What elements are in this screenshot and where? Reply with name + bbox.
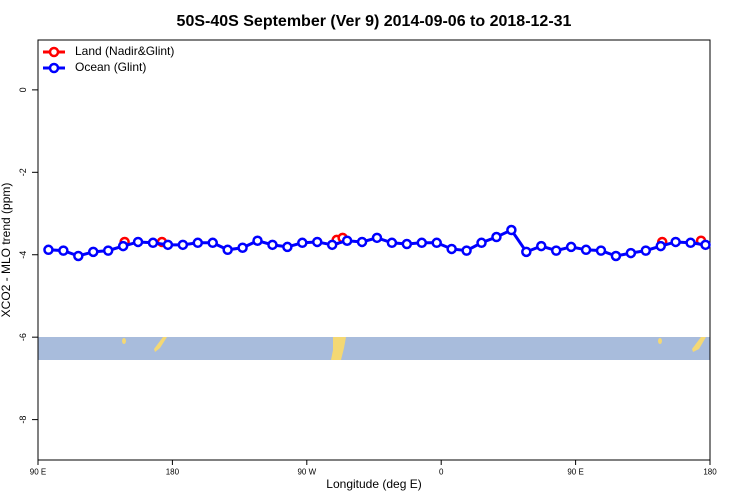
y-tick-label: -2	[18, 168, 28, 176]
point	[640, 245, 652, 256]
land-mask-band	[38, 337, 710, 360]
point	[237, 242, 248, 253]
point	[610, 250, 622, 262]
point	[356, 236, 368, 248]
y-tick-label: 0	[18, 87, 28, 92]
y-tick-label: -6	[18, 333, 28, 341]
point	[580, 244, 592, 256]
point	[401, 238, 413, 250]
x-tick-label: 0	[439, 468, 444, 477]
x-tick-label: 180	[166, 468, 180, 477]
point	[670, 236, 681, 248]
point	[222, 244, 233, 256]
point	[431, 237, 442, 249]
point	[43, 244, 54, 256]
point	[446, 243, 457, 255]
point	[655, 240, 666, 252]
y-tick-label: -8	[18, 416, 28, 424]
x-tick-label: 90 E	[567, 468, 583, 477]
point	[506, 224, 517, 236]
legend-label: Land (Nadir&Glint)	[75, 44, 174, 58]
point	[416, 237, 428, 249]
land-shapes	[122, 337, 706, 360]
x-tick-label: 90 W	[297, 468, 316, 477]
x-axis-label: Longitude (deg E)	[326, 477, 421, 491]
point	[88, 246, 99, 258]
point	[147, 237, 159, 249]
x-tick-label: 180	[703, 468, 717, 477]
point	[73, 250, 84, 262]
legend-label: Ocean (Glint)	[75, 60, 146, 74]
point	[58, 245, 69, 256]
point	[371, 232, 383, 244]
point	[312, 236, 323, 248]
legend-marker	[48, 62, 60, 74]
point	[521, 246, 532, 258]
point	[700, 239, 711, 251]
point	[536, 240, 547, 252]
point	[282, 241, 293, 253]
y-tick-label: -4	[18, 251, 28, 259]
point	[595, 245, 607, 256]
point	[102, 245, 114, 256]
point	[297, 237, 308, 249]
point	[491, 231, 502, 243]
point	[117, 240, 129, 252]
point	[461, 245, 472, 256]
point	[252, 235, 263, 246]
point	[550, 245, 562, 256]
point	[207, 237, 218, 249]
chart-title: 50S-40S September (Ver 9) 2014-09-06 to …	[177, 13, 572, 30]
point	[685, 237, 696, 249]
y-axis-label: XCO2 - MLO trend (ppm)	[0, 183, 13, 318]
point	[565, 241, 577, 253]
point	[341, 235, 353, 246]
point	[625, 247, 637, 259]
x-tick-label: 90 E	[30, 468, 46, 477]
point	[132, 236, 144, 248]
legend-marker	[48, 46, 60, 58]
point	[162, 239, 174, 251]
point	[192, 237, 204, 249]
point	[476, 237, 487, 249]
point	[386, 237, 398, 249]
point	[326, 239, 338, 251]
point	[177, 239, 189, 251]
point	[267, 239, 278, 251]
plot-frame	[37, 39, 711, 461]
